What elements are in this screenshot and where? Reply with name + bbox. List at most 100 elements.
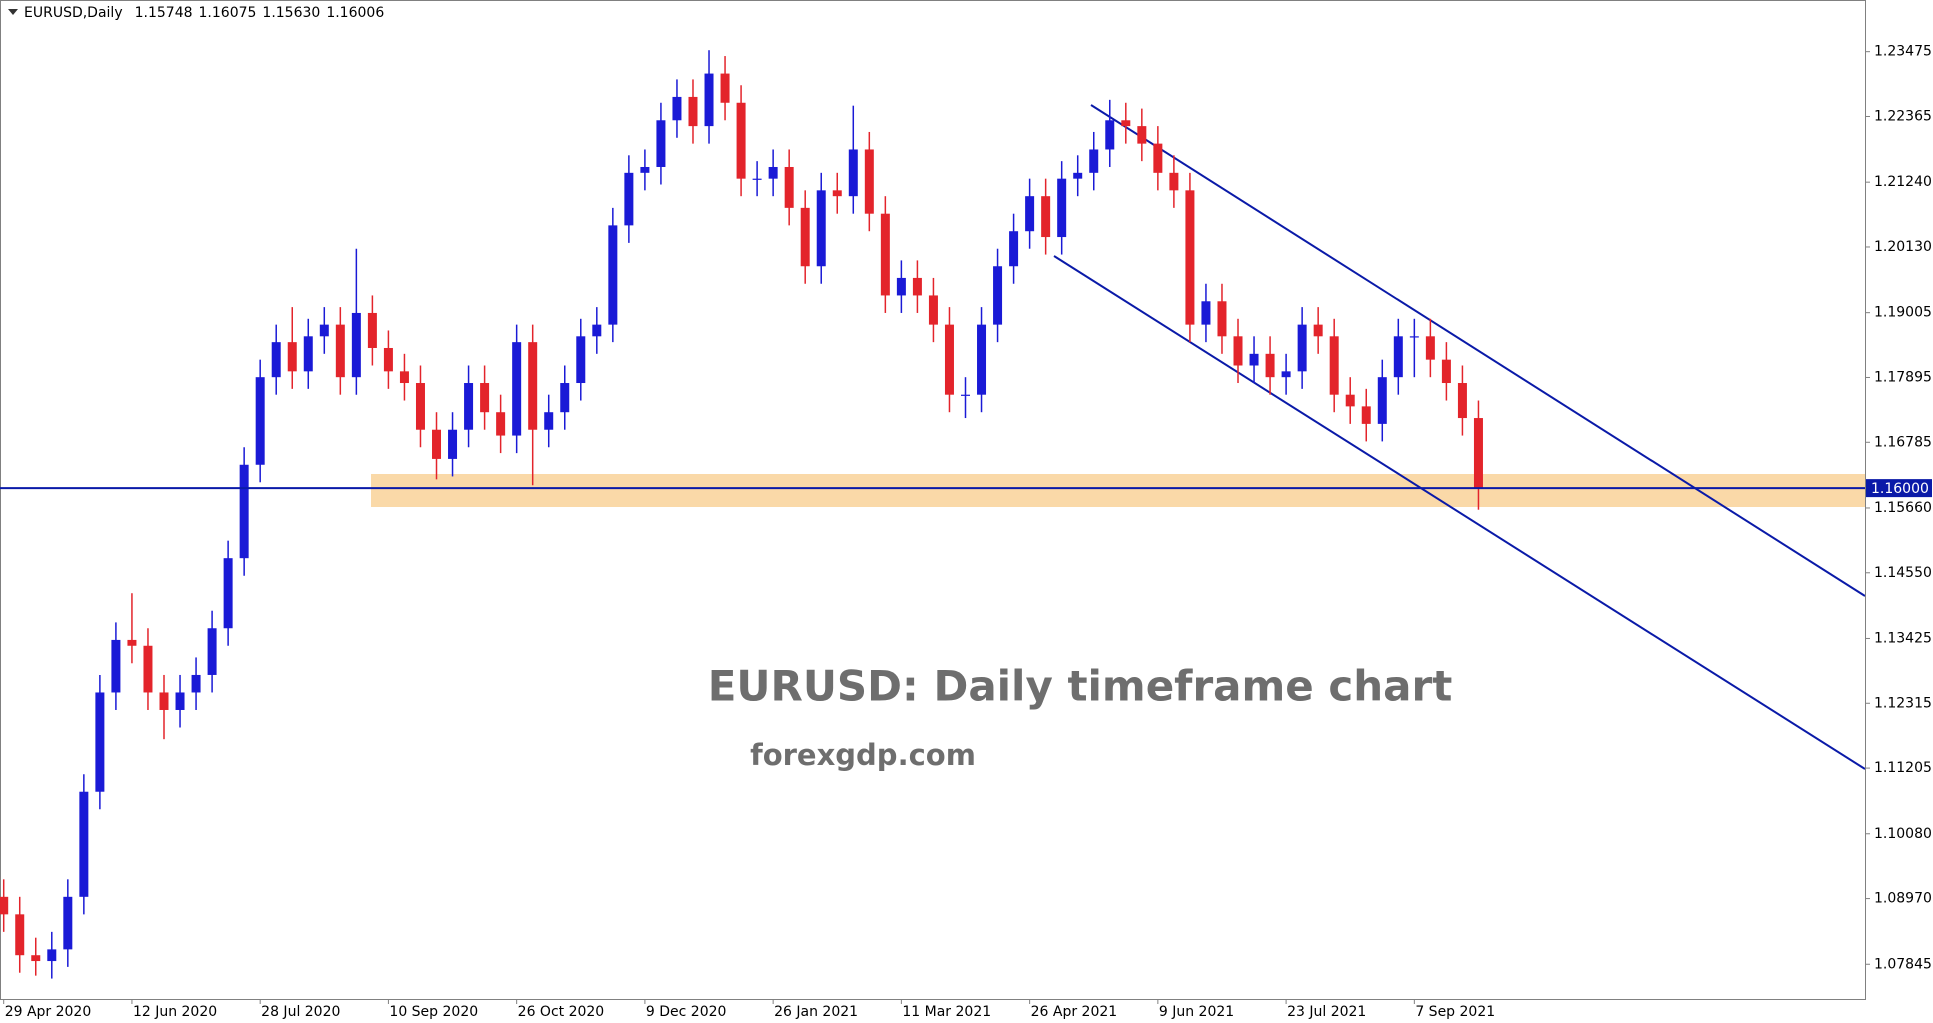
candle-body (704, 73, 714, 127)
candle-body (1185, 190, 1195, 325)
ohlc-value: 1.16075 (199, 5, 257, 21)
annotation-title: EURUSD: Daily timeframe chart (708, 662, 1453, 711)
x-tick-label: 12 Jun 2020 (133, 1004, 217, 1020)
candle-body (415, 383, 425, 430)
y-tick-label: 1.22365 (1874, 108, 1932, 124)
candle-body (944, 324, 954, 395)
candle-body (1425, 336, 1435, 360)
candle-body (1409, 336, 1419, 338)
candle-body (319, 324, 329, 337)
candle-body (1329, 336, 1339, 395)
y-tick-label: 1.13425 (1874, 630, 1932, 646)
candle-body (175, 692, 185, 710)
candle-body (592, 324, 602, 337)
candle-body (303, 336, 313, 372)
x-tick-label: 7 Sep 2021 (1415, 1004, 1495, 1020)
candle-body (1377, 377, 1387, 424)
candle-body (560, 383, 570, 413)
candle-body (1249, 353, 1259, 366)
candle-body (1297, 324, 1307, 372)
candle-body (1073, 172, 1083, 179)
y-tick-label: 1.10080 (1874, 826, 1932, 842)
y-tick-label: 1.20130 (1874, 239, 1932, 255)
dropdown-arrow (8, 9, 18, 15)
candle-body (896, 277, 906, 296)
candle-body (1041, 196, 1051, 238)
y-tick-label: 1.14550 (1874, 565, 1932, 581)
candle-body (688, 96, 698, 127)
x-tick-label: 11 Mar 2021 (902, 1004, 991, 1020)
candle-body (1281, 371, 1291, 378)
candle-body (961, 394, 970, 396)
candle-body (399, 371, 409, 384)
x-tick-label: 26 Oct 2020 (518, 1004, 605, 1020)
candle-body (816, 190, 826, 267)
candle-body (1121, 120, 1131, 127)
candle-body (752, 178, 762, 180)
candle-body (432, 429, 442, 459)
candle-body (383, 347, 393, 372)
candle-body (1201, 301, 1211, 325)
channel-upper (1090, 104, 1866, 597)
candle-body (640, 166, 650, 173)
candle-body (127, 639, 137, 646)
candle-body (1393, 336, 1403, 378)
candle-body (287, 342, 297, 372)
candle-body (784, 166, 794, 208)
candle-body (880, 213, 890, 296)
candle-body (1265, 353, 1275, 378)
candle-body (736, 102, 746, 179)
candle-body (1009, 231, 1019, 267)
candle-body (111, 639, 121, 693)
candle-body (448, 429, 458, 459)
x-tick-label: 23 Jul 2021 (1287, 1004, 1366, 1020)
candle-body (1025, 196, 1035, 232)
candle-body (95, 692, 105, 792)
y-tick-label: 1.16785 (1874, 434, 1932, 450)
y-tick-label: 1.19005 (1874, 305, 1932, 321)
ohlc-value: 1.15748 (135, 5, 193, 21)
x-tick-label: 9 Jun 2021 (1159, 1004, 1234, 1020)
y-tick-label: 1.11205 (1874, 760, 1932, 776)
y-tick-label: 1.12315 (1874, 695, 1932, 711)
candle-body (47, 949, 57, 962)
candle-body (1137, 126, 1147, 144)
x-tick-label: 26 Apr 2021 (1031, 1004, 1118, 1020)
level-label: 1.16000 (1871, 481, 1929, 497)
x-tick-label: 28 Jul 2020 (261, 1004, 340, 1020)
candle-body (608, 225, 618, 325)
candle-body (1345, 394, 1355, 407)
candle-body (1473, 418, 1483, 488)
y-tick-label: 1.21240 (1874, 174, 1932, 190)
candle-body (255, 377, 265, 465)
candle-body (1457, 383, 1467, 419)
candle-body (528, 342, 538, 430)
x-tick-label: 29 Apr 2020 (5, 1004, 92, 1020)
candle-body (672, 96, 682, 121)
x-tick-label: 10 Sep 2020 (389, 1004, 478, 1020)
candle-body (1217, 301, 1227, 337)
candle-body (928, 295, 938, 325)
candle-body (1153, 143, 1163, 173)
candle-body (351, 312, 361, 378)
candle-body (1441, 359, 1451, 384)
plot-frame (0, 0, 1866, 1000)
candle-body (1089, 149, 1099, 173)
x-tick-label: 26 Jan 2021 (774, 1004, 858, 1020)
x-tick-label: 9 Dec 2020 (646, 1004, 727, 1020)
candle-body (848, 149, 858, 197)
candle-body (143, 645, 153, 693)
candle-body (864, 149, 874, 214)
ohlc-value: 1.16006 (326, 5, 384, 21)
support-zone (371, 474, 1865, 507)
candle-body (207, 628, 217, 675)
candle-body (1105, 120, 1115, 150)
candle-body (31, 955, 41, 962)
y-tick-label: 1.17895 (1874, 369, 1932, 385)
candle-body (159, 692, 169, 710)
candle-body (720, 73, 730, 103)
candle-body (1233, 336, 1243, 366)
candle-body (15, 914, 25, 956)
